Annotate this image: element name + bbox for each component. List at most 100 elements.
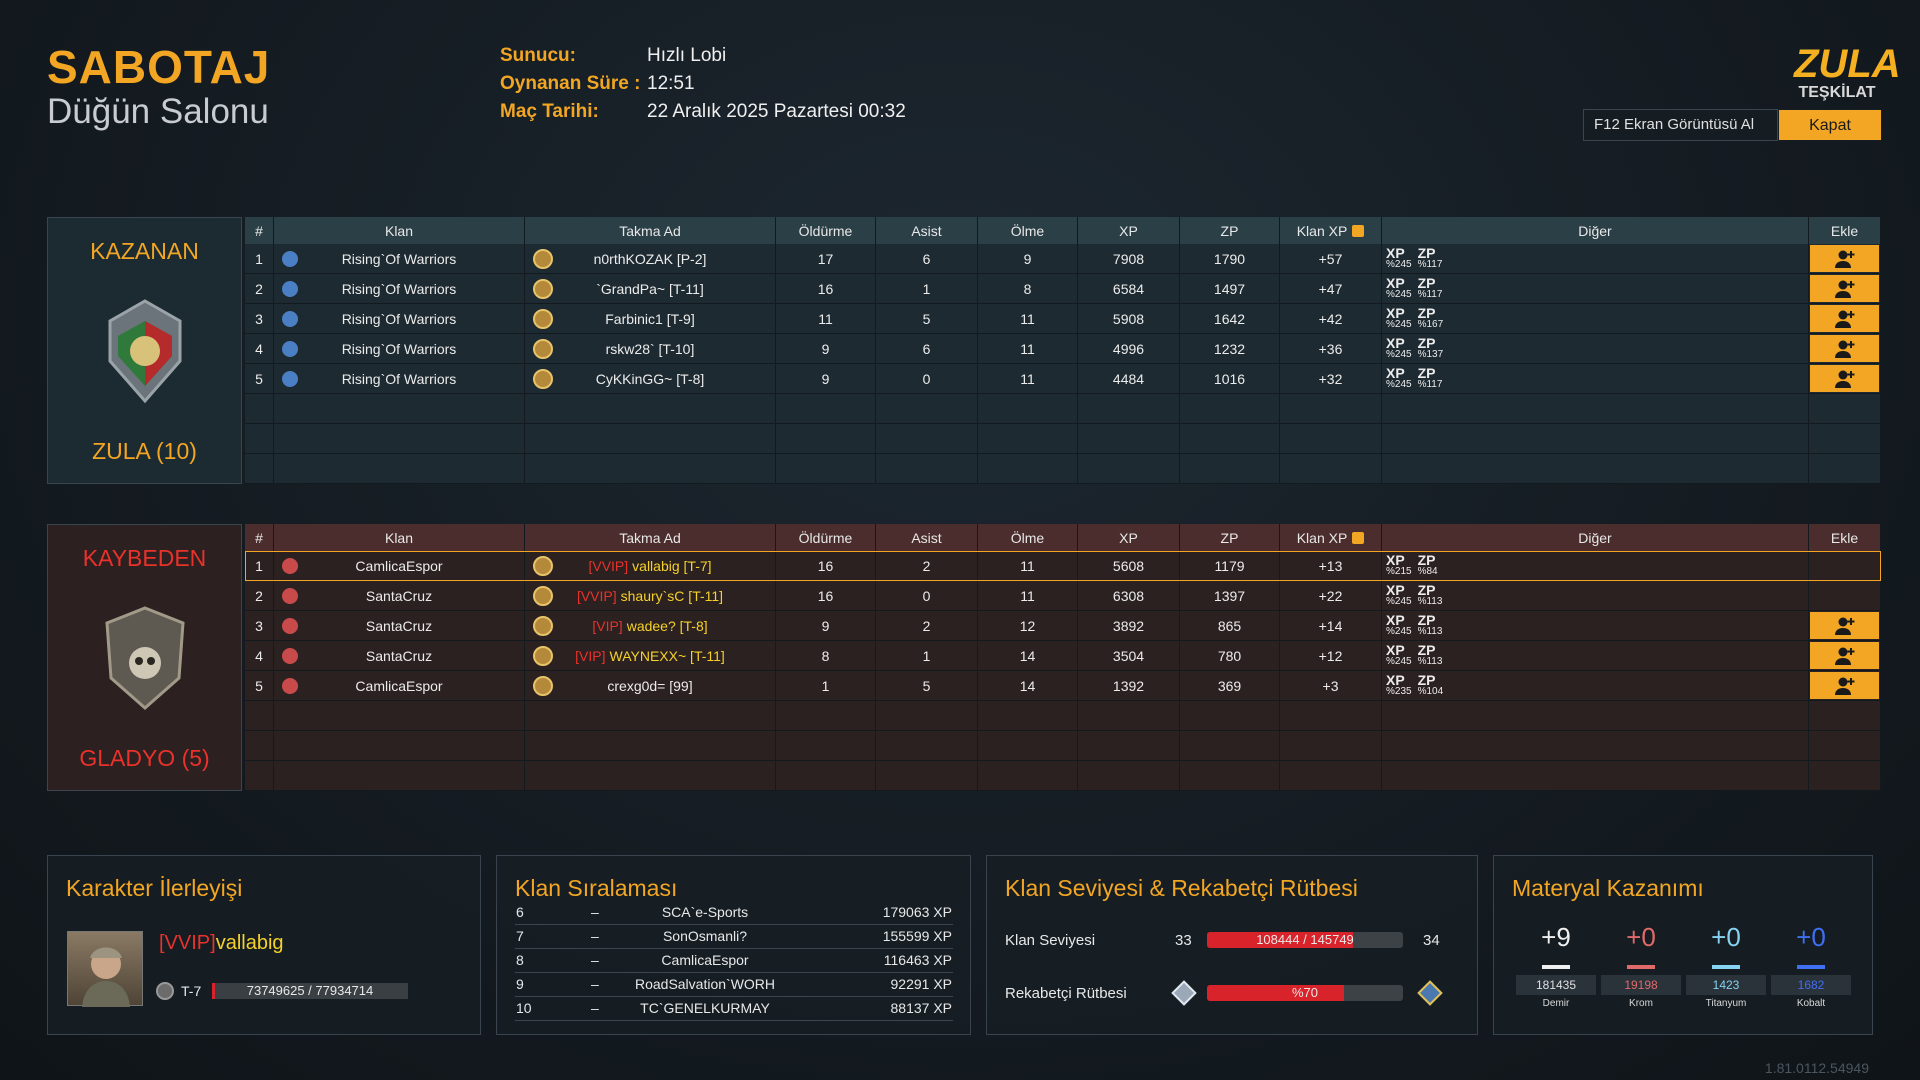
stat-value: 1790 [1213, 250, 1246, 267]
table-cell: XP %245 ZP %117 [1382, 364, 1809, 394]
ranking-clan: RoadSalvation`WORH [634, 976, 776, 992]
stat-value: 1642 [1213, 310, 1246, 327]
table-cell: 1 [876, 641, 978, 671]
bonus: ZP %117 [1418, 366, 1443, 390]
ranking-rank: 9 [516, 976, 524, 992]
info-value: Hızlı Lobi [647, 45, 727, 66]
vip-tag: [VVIP] [588, 557, 629, 574]
column-header: Klan [274, 524, 525, 551]
table-cell [1180, 731, 1280, 761]
table-cell: 8 [978, 274, 1078, 304]
bonus-label: XP [1386, 641, 1405, 658]
stat-value: 14 [1019, 677, 1036, 694]
bonus-value: %104 [1417, 685, 1444, 697]
clan-name: Rising`Of Warriors [341, 340, 457, 357]
table-cell: 11 [978, 581, 1078, 611]
table-cell: SantaCruz [274, 581, 525, 611]
add-friend-button[interactable] [1810, 672, 1879, 699]
table-cell [1809, 454, 1881, 484]
bonus-value: %245 [1386, 348, 1412, 360]
info-value: 22 Aralık 2025 Pazartesi 00:32 [647, 101, 906, 122]
table-cell [1809, 364, 1881, 394]
table-cell: +14 [1280, 611, 1382, 641]
add-friend-button[interactable] [1810, 275, 1879, 302]
player-name-text: vallabig [215, 932, 284, 954]
column-header-text: Klan [384, 222, 414, 239]
table-cell: 11 [978, 551, 1078, 581]
table-cell [245, 424, 274, 454]
stat-value: 16 [817, 587, 834, 604]
stat-value: 780 [1217, 647, 1242, 664]
table-cell [1382, 454, 1809, 484]
player-rank-icon [533, 249, 553, 269]
stat-value: 369 [1217, 677, 1242, 694]
bonus: XP %235 [1386, 673, 1412, 697]
table-cell [274, 424, 525, 454]
bonus-value: %84 [1417, 565, 1438, 577]
close-button[interactable]: Kapat [1778, 109, 1882, 141]
player-rank-icon [533, 556, 553, 576]
add-friend-button[interactable] [1810, 305, 1879, 332]
table-cell: 4484 [1078, 364, 1180, 394]
table-cell [1180, 424, 1280, 454]
add-friend-button[interactable] [1810, 335, 1879, 362]
add-friend-button[interactable] [1810, 365, 1879, 392]
ranking-sep: – [591, 952, 599, 968]
column-header-text: Ölme [1010, 529, 1045, 546]
table-cell [525, 761, 776, 791]
bonus-value: %245 [1386, 595, 1412, 607]
table-cell: Rising`Of Warriors [274, 304, 525, 334]
stat-value: 865 [1217, 617, 1242, 634]
table-cell: 16 [776, 274, 876, 304]
table-cell: 6 [876, 244, 978, 274]
table-cell: 2 [876, 611, 978, 641]
player-rank-icon [533, 309, 553, 329]
column-header-text: Klan XP [1296, 222, 1348, 239]
stat-value: 1392 [1112, 677, 1145, 694]
clan-icon [282, 311, 298, 327]
logo-bottom: TEŞKİLAT [1798, 84, 1876, 101]
player-rank-icon [533, 339, 553, 359]
table-cell: +32 [1280, 364, 1382, 394]
bonus-label: XP [1386, 304, 1405, 321]
column-header: Ekle [1809, 524, 1881, 551]
table-cell: 6 [876, 334, 978, 364]
team-box: KAZANAN ZULA (10) [47, 217, 242, 484]
table-cell: +22 [1280, 581, 1382, 611]
table-cell [1809, 701, 1881, 731]
table-cell [245, 394, 274, 424]
column-header-text: Klan XP [1296, 529, 1348, 546]
rank-number: 3 [255, 617, 263, 634]
stat-value: 1497 [1213, 280, 1246, 297]
column-header-text: Takma Ad [619, 529, 681, 546]
table-cell: 11 [978, 334, 1078, 364]
add-friend-button[interactable] [1810, 642, 1879, 669]
stat-value: +36 [1318, 340, 1343, 357]
vip-tag: [VVIP] [159, 932, 216, 954]
table-cell: 2 [245, 581, 274, 611]
avatar [67, 931, 143, 1007]
player-rank-icon [533, 586, 553, 606]
table-cell: 1 [245, 244, 274, 274]
bonus-value: %245 [1386, 625, 1412, 637]
table-cell: XP %245 ZP %113 [1382, 581, 1809, 611]
table-cell: SantaCruz [274, 611, 525, 641]
table-cell: 865 [1180, 611, 1280, 641]
mode-title: SABOTAJ [47, 41, 271, 93]
player-nick: WAYNEXX~ [T-11] [609, 647, 725, 664]
screenshot-button[interactable]: F12 Ekran Görüntüsü Al [1583, 109, 1778, 141]
panel-title: Materyal Kazanımı [1512, 875, 1704, 901]
table-cell: 14 [978, 671, 1078, 701]
bonus-label: XP [1386, 244, 1405, 261]
ranking-row-line [515, 924, 953, 925]
table-cell [1280, 424, 1382, 454]
clan-name: SantaCruz [365, 617, 433, 634]
table-cell [1078, 731, 1180, 761]
add-friend-button[interactable] [1810, 612, 1879, 639]
add-friend-button[interactable] [1810, 245, 1879, 272]
vip-tag: [VIP] [575, 647, 606, 664]
panel-title: Klan Sıralaması [515, 875, 678, 901]
table-cell: 16 [776, 551, 876, 581]
table-cell [978, 454, 1078, 484]
bonus-label: XP [1386, 611, 1405, 628]
